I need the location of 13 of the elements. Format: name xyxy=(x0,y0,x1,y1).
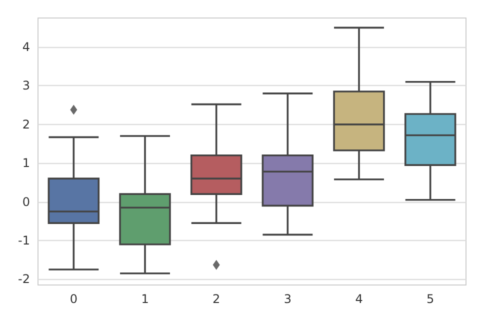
y-tick-label: -1 xyxy=(18,234,30,248)
x-tick-label: 1 xyxy=(141,292,149,306)
y-tick-label: 3 xyxy=(22,78,30,93)
x-tick-label: 2 xyxy=(212,292,220,306)
y-tick-label: 2 xyxy=(22,117,30,132)
y-tick-label: 4 xyxy=(22,40,30,54)
y-tick-label: 1 xyxy=(22,156,30,170)
x-tick-label: 4 xyxy=(355,292,363,306)
y-tick-label: -2 xyxy=(18,272,30,286)
y-tick-label: 0 xyxy=(22,194,30,209)
x-tick-label: 5 xyxy=(426,292,434,306)
x-tick-label: 3 xyxy=(284,292,292,306)
x-tick-label: 0 xyxy=(70,292,78,306)
